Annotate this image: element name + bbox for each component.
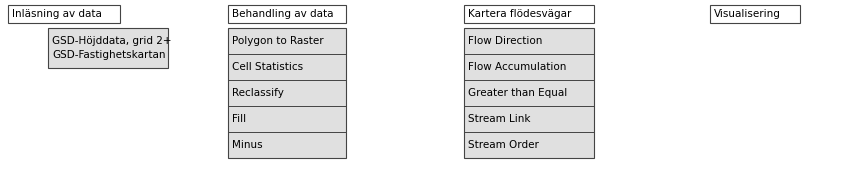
Text: Fill: Fill xyxy=(232,114,246,124)
Text: Behandling av data: Behandling av data xyxy=(232,9,333,19)
Bar xyxy=(464,28,594,158)
Text: GSD-Höjddata, grid 2+
GSD-Fastighetskartan: GSD-Höjddata, grid 2+ GSD-Fastighetskart… xyxy=(52,36,172,60)
Text: Stream Link: Stream Link xyxy=(468,114,530,124)
Text: Kartera flödesvägar: Kartera flödesvägar xyxy=(468,9,571,19)
Bar xyxy=(464,5,594,23)
Text: Minus: Minus xyxy=(232,140,263,150)
Text: Flow Accumulation: Flow Accumulation xyxy=(468,62,566,72)
Bar xyxy=(48,28,168,68)
Text: Greater than Equal: Greater than Equal xyxy=(468,88,567,98)
Bar xyxy=(228,5,346,23)
Bar xyxy=(8,5,120,23)
Text: Stream Order: Stream Order xyxy=(468,140,539,150)
Bar xyxy=(228,28,346,158)
Bar xyxy=(710,5,800,23)
Text: Cell Statistics: Cell Statistics xyxy=(232,62,303,72)
Text: Flow Direction: Flow Direction xyxy=(468,36,542,46)
Text: Reclassify: Reclassify xyxy=(232,88,284,98)
Text: Visualisering: Visualisering xyxy=(714,9,781,19)
Text: Polygon to Raster: Polygon to Raster xyxy=(232,36,324,46)
Text: Inläsning av data: Inläsning av data xyxy=(12,9,102,19)
